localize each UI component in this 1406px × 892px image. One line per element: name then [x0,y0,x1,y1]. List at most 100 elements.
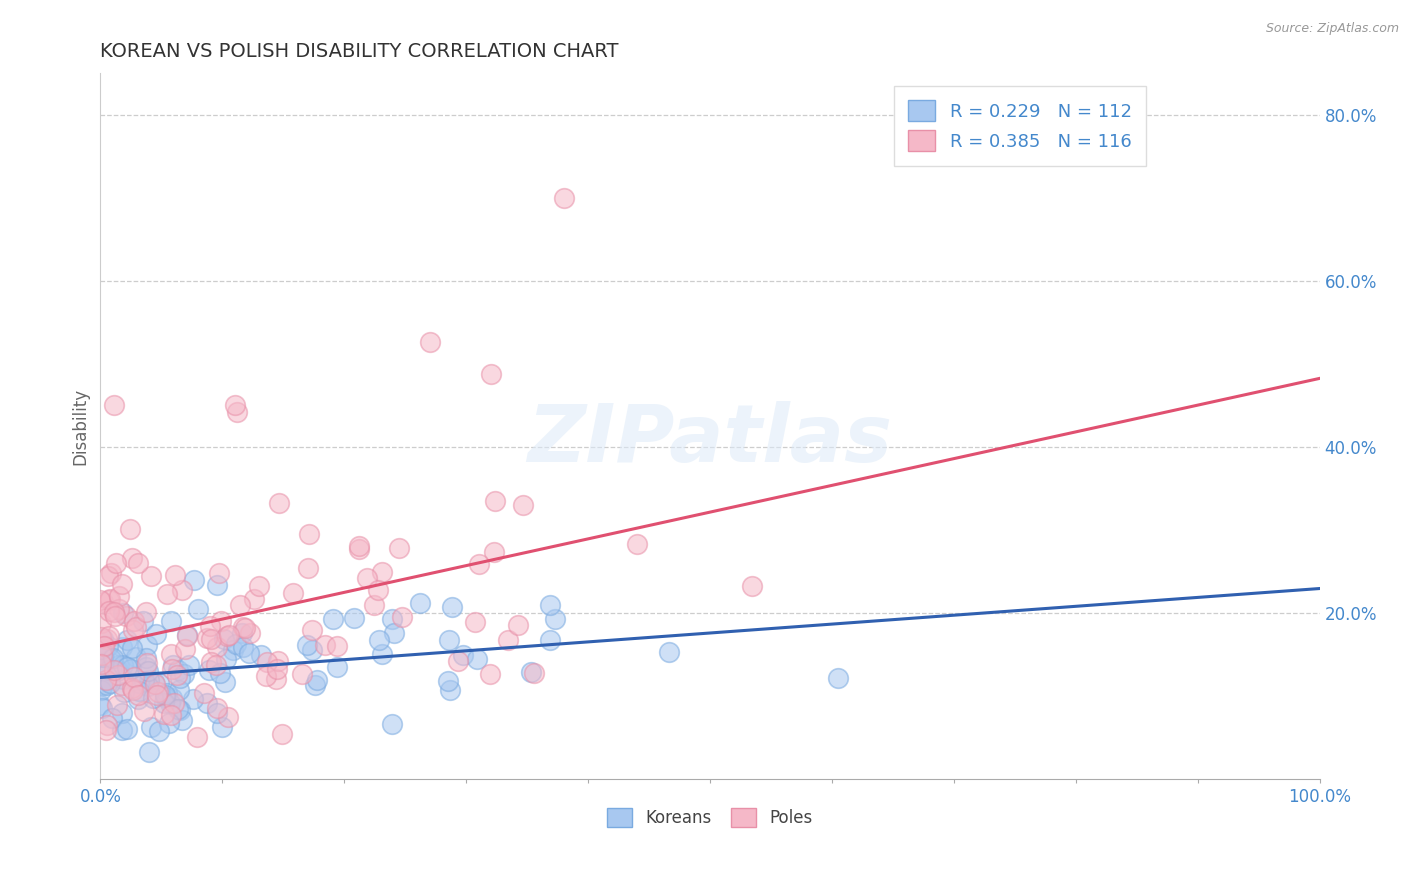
Point [152,707,174,722]
Point [221,643,243,657]
Y-axis label: Disability: Disability [72,388,89,465]
Text: KOREAN VS POLISH DISABILITY CORRELATION CHART: KOREAN VS POLISH DISABILITY CORRELATION … [100,42,619,61]
Point [254,668,277,682]
Point [371,565,394,579]
Point [212,632,235,646]
Point [160,691,183,706]
Point [381,611,404,625]
Point [135,659,157,673]
Point [371,647,394,661]
Point [148,724,170,739]
Point [343,610,366,624]
Point [232,620,254,634]
Point [127,556,149,570]
Point [128,676,150,690]
Point [479,367,502,381]
Point [281,586,304,600]
Point [91,657,114,671]
Point [440,600,463,615]
Point [523,666,546,681]
Point [96,678,118,692]
Point [170,713,193,727]
Point [167,701,190,715]
Point [271,727,294,741]
Point [94,673,117,688]
Point [162,658,184,673]
Point [239,625,262,640]
Point [827,671,849,685]
Point [229,598,252,612]
Point [148,675,170,690]
Point [145,627,167,641]
Point [205,578,228,592]
Point [91,678,114,692]
Point [626,537,648,551]
Point [160,648,183,662]
Point [111,672,134,686]
Point [215,652,238,666]
Point [90,615,112,630]
Point [464,615,486,630]
Point [544,612,567,626]
Point [127,688,149,702]
Text: Source: ZipAtlas.com: Source: ZipAtlas.com [1265,22,1399,36]
Point [115,660,138,674]
Point [121,623,143,637]
Point [200,632,222,647]
Point [98,593,121,607]
Point [297,560,319,574]
Point [256,655,278,669]
Point [139,569,162,583]
Point [138,673,160,688]
Point [307,673,329,687]
Point [90,683,112,698]
Point [97,629,120,643]
Point [409,596,432,610]
Point [153,696,176,710]
Point [93,648,115,662]
Point [322,612,344,626]
Point [657,645,679,659]
Point [157,715,180,730]
Point [90,630,112,644]
Point [232,640,254,655]
Point [439,682,461,697]
Point [155,688,177,702]
Point [128,684,150,698]
Point [198,618,221,632]
Point [176,630,198,644]
Point [238,646,260,660]
Point [225,405,247,419]
Point [115,632,138,647]
Point [94,723,117,738]
Point [127,691,149,706]
Point [291,667,314,681]
Point [538,632,561,647]
Point [132,704,155,718]
Point [519,665,541,679]
Point [142,690,165,705]
Point [111,723,134,737]
Point [120,661,142,675]
Point [160,662,183,676]
Point [125,649,148,664]
Point [195,631,218,645]
Point [437,632,460,647]
Point [107,589,129,603]
Point [135,656,157,670]
Point [107,663,129,677]
Point [90,701,112,715]
Point [197,696,219,710]
Point [368,633,391,648]
Point [198,663,221,677]
Point [298,527,321,541]
Point [179,657,201,672]
Point [122,670,145,684]
Point [484,493,506,508]
Point [264,672,287,686]
Point [90,648,112,662]
Point [741,579,763,593]
Point [482,545,505,559]
Point [172,582,194,597]
Point [107,668,129,682]
